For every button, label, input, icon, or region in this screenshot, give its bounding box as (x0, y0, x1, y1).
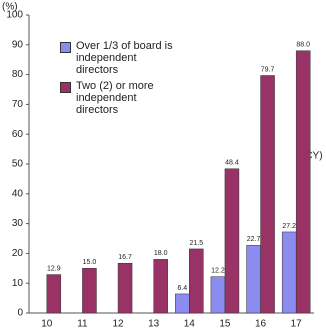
value-label: 12.9 (47, 265, 61, 272)
value-label: 22.7 (247, 236, 261, 243)
bar (189, 248, 204, 314)
y-tick-label: 0 (17, 308, 23, 319)
x-tick-label: 13 (148, 319, 160, 330)
bar (153, 259, 168, 314)
y-tick-label: 30 (12, 218, 24, 229)
y-tick-label: 100 (6, 10, 23, 21)
value-label: 6.4 (177, 285, 187, 292)
y-tick-label: 60 (12, 129, 24, 140)
x-tick-label: 15 (219, 319, 231, 330)
value-label: 88.0 (296, 42, 310, 49)
x-tick-label: 11 (77, 319, 88, 330)
y-tick-label: 50 (12, 159, 24, 170)
legend-item: Over 1/3 of board is independent directo… (60, 40, 180, 76)
value-label: 18.0 (154, 250, 168, 257)
bar (224, 168, 240, 314)
value-label: 27.2 (282, 223, 296, 230)
bar (210, 276, 226, 314)
legend-swatch (60, 42, 71, 53)
value-label: 48.4 (225, 160, 239, 167)
bar (175, 293, 190, 314)
bar (46, 274, 62, 314)
x-tick-label: 16 (255, 319, 267, 330)
value-label: 16.7 (118, 254, 132, 261)
bar (260, 75, 275, 314)
x-tick-label: 10 (41, 319, 53, 330)
value-label: 21.5 (190, 240, 204, 247)
bar (82, 268, 97, 314)
x-label: (CY) (302, 151, 323, 162)
legend-label: Two (2) or more independent directors (76, 80, 154, 116)
x-tick-label: 14 (184, 319, 196, 330)
x-tick-label: 17 (291, 319, 303, 330)
bar (295, 50, 311, 314)
legend-label: Over 1/3 of board is independent directo… (76, 40, 173, 76)
y-tick-label: 10 (12, 278, 24, 289)
x-tick-label: 12 (113, 319, 125, 330)
y-tick-label: 20 (12, 248, 24, 259)
value-label: 15.0 (83, 259, 97, 266)
legend-item: Two (2) or more independent directors (60, 80, 180, 116)
bar (117, 262, 133, 314)
bar (246, 245, 261, 314)
y-tick-label: 70 (12, 99, 24, 110)
bar (281, 231, 297, 314)
y-tick-label: 80 (12, 69, 24, 80)
legend-swatch (60, 82, 71, 93)
legend: Over 1/3 of board is independent directo… (60, 40, 180, 120)
value-label: 79.7 (261, 66, 275, 73)
y-tick-label: 90 (12, 39, 24, 50)
y-tick-label: 40 (12, 188, 24, 199)
value-label: 12.2 (211, 267, 225, 274)
y-label: (%) (2, 2, 18, 13)
